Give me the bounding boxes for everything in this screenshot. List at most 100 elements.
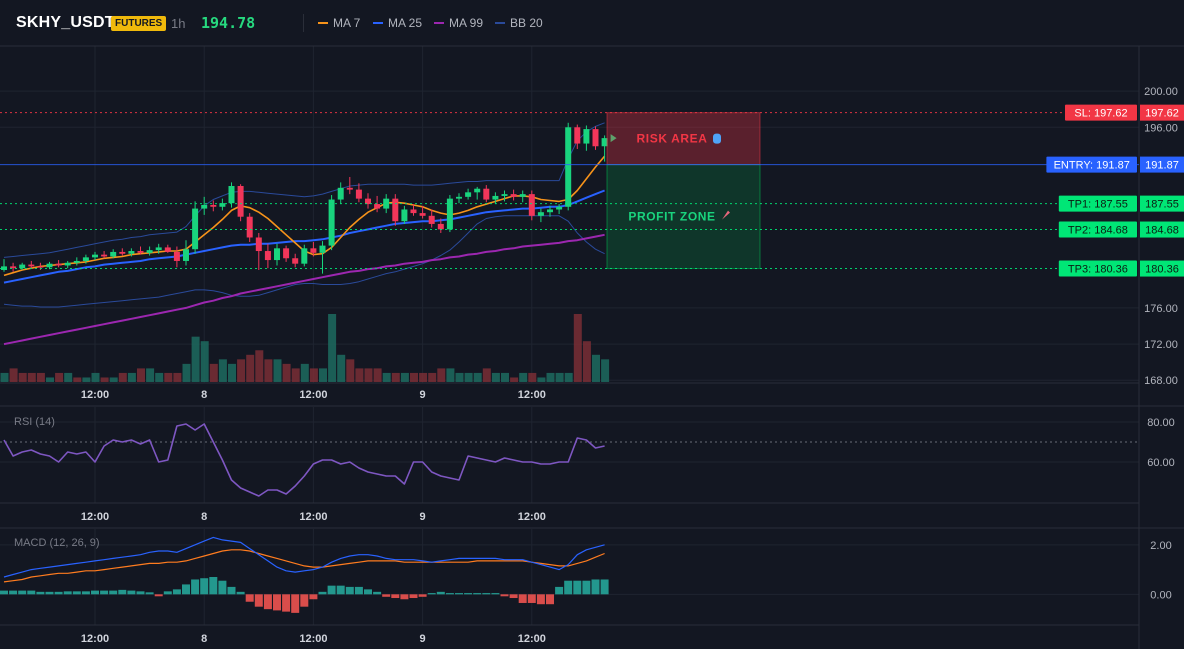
price-tick: 200.00: [1144, 86, 1178, 98]
candle-body: [274, 248, 280, 261]
price-tick: 168.00: [1144, 375, 1178, 387]
candle-body: [528, 194, 535, 216]
volume-bar: [182, 363, 191, 382]
volume-bar: [410, 372, 418, 382]
volume-bar: [537, 377, 546, 382]
level-price: 187.55: [1145, 199, 1179, 211]
legend-bb20[interactable]: BB 20: [495, 16, 543, 30]
candle-body: [374, 204, 381, 209]
candle-body: [547, 209, 553, 213]
candle-body: [10, 266, 17, 269]
volume-bar: [528, 372, 537, 382]
candle-body: [519, 194, 526, 197]
volume-bar: [137, 368, 145, 382]
ma7-swatch: [318, 22, 328, 24]
volume-bar: [355, 368, 364, 382]
legend-ma25[interactable]: MA 25: [373, 16, 422, 30]
price-tick: 172.00: [1144, 339, 1178, 351]
macd-hist-bar: [291, 594, 300, 613]
candle-body: [510, 194, 517, 197]
macd-hist-bar: [591, 579, 600, 595]
bb-lower-line: [3, 215, 605, 308]
rsi-tick: 60.00: [1147, 457, 1175, 469]
volume-bar: [373, 368, 382, 382]
macd-hist-bar: [573, 580, 582, 595]
timeframe-label[interactable]: 1h: [171, 16, 186, 31]
candle-body: [228, 186, 235, 204]
macd-hist-bar: [482, 593, 491, 595]
time-tick: 12:00: [518, 633, 546, 645]
candle-body: [64, 262, 71, 266]
macd-hist-bar: [100, 590, 109, 595]
legend-ma99-label: MA 99: [449, 16, 484, 30]
level-price: 191.87: [1145, 160, 1179, 172]
time-tick: 12:00: [299, 389, 327, 401]
macd-hist-bar: [72, 591, 81, 595]
level-label-bg: [1046, 156, 1137, 173]
macd-hist-bar: [254, 594, 263, 607]
volume-bar: [482, 368, 491, 382]
candle-body: [1, 266, 7, 270]
candle-body: [92, 254, 98, 258]
macd-hist-bar: [318, 591, 327, 595]
volume-bar: [273, 359, 282, 382]
time-tick: 8: [201, 511, 207, 523]
volume-bar: [473, 372, 482, 382]
macd-hist-bar: [300, 594, 309, 607]
volume-bar: [592, 354, 600, 382]
volume-bar: [109, 377, 118, 382]
legend-ma7[interactable]: MA 7: [318, 16, 360, 30]
level-label: ENTRY: 191.87: [1054, 160, 1130, 172]
time-tick: 9: [420, 511, 426, 523]
macd-hist-bar: [172, 589, 181, 595]
volume-bar: [218, 359, 227, 382]
symbol-name[interactable]: SKHY_USDT: [16, 14, 115, 31]
macd-tick: 0.00: [1150, 589, 1171, 601]
macd-title: MACD (12, 26, 9): [14, 537, 100, 549]
volume-bar: [501, 372, 509, 382]
volume-bar: [491, 372, 500, 382]
volume-bar: [419, 372, 428, 382]
level-price-bg: [1140, 221, 1184, 238]
macd-hist-bar: [81, 591, 90, 595]
volume-bar: [309, 368, 318, 382]
macd-hist-bar: [427, 593, 436, 595]
candle-body: [337, 187, 344, 200]
volume-bar: [391, 372, 400, 382]
macd-hist-bar: [91, 590, 99, 595]
candle-body: [492, 195, 499, 200]
level-label: SL: 197.62: [1074, 108, 1127, 120]
last-price: 194.78: [201, 14, 256, 32]
volume-bar: [464, 372, 473, 382]
volume-bar: [173, 372, 182, 382]
volume-bar: [319, 368, 327, 382]
volume-bar: [510, 377, 519, 382]
macd-hist-bar: [309, 594, 318, 600]
volume-bar: [364, 368, 373, 382]
time-tick: 12:00: [81, 633, 109, 645]
macd-hist-bar: [182, 584, 190, 595]
macd-hist-bar: [354, 586, 363, 595]
legend-ma99[interactable]: MA 99: [434, 16, 483, 30]
price-tick: 196.00: [1144, 122, 1178, 134]
macd-hist-bar: [564, 580, 573, 595]
candle-body: [128, 251, 135, 254]
level-price-bg: [1140, 156, 1184, 173]
risk-zone-label: RISK AREA: [637, 132, 708, 146]
volume-bar: [546, 372, 555, 382]
volume-bar: [36, 372, 45, 382]
volume-bar: [164, 372, 173, 382]
volume-bar: [337, 354, 346, 382]
candle-body: [192, 208, 199, 250]
header-divider: [303, 14, 304, 32]
volume-bar: [73, 377, 82, 382]
chart-header: SKHY_USDT FUTURES 1h 194.78 MA 7 MA 25 M…: [0, 0, 1184, 46]
volume-bar: [18, 372, 27, 382]
volume-bar: [282, 363, 291, 382]
legend-ma25-label: MA 25: [388, 16, 423, 30]
macd-hist-bar: [0, 590, 8, 595]
macd-hist-bar: [63, 591, 72, 595]
candle-body: [474, 188, 481, 193]
macd-hist-bar: [163, 591, 172, 595]
